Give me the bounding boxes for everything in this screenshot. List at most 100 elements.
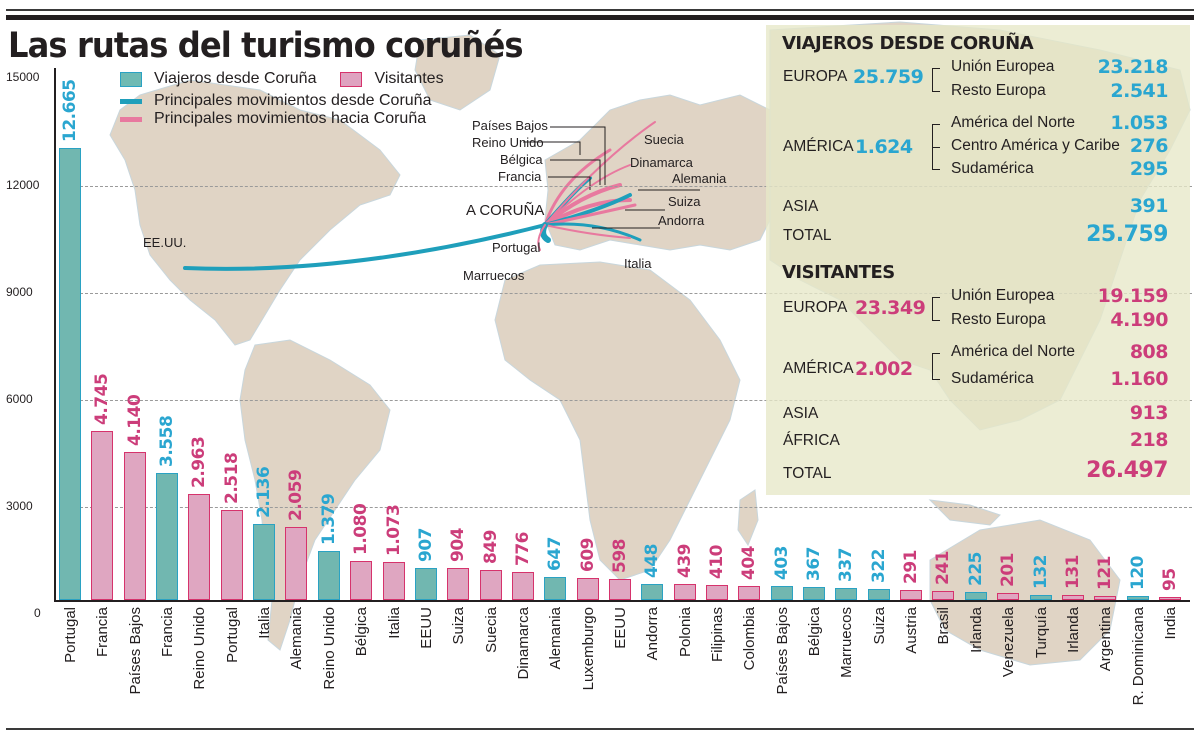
- x-category-label: Filipinas: [709, 607, 726, 663]
- bar-value-label: 410: [707, 545, 727, 580]
- bar-teal: [1029, 595, 1052, 600]
- visitantes-norte-label: América del Norte: [951, 343, 1076, 360]
- panel-viajeros-heading: VIAJEROS DESDE CORUÑA: [782, 33, 1034, 54]
- viajeros-asia-label: ASIA: [783, 198, 819, 215]
- map-label-paises-bajos: Países Bajos: [472, 118, 548, 133]
- bar-value-label: 849: [480, 529, 501, 564]
- legend-teal-line-icon: [120, 98, 142, 104]
- bar-value-label: 2.059: [286, 469, 307, 521]
- viajeros-resto-value: 2.541: [1110, 80, 1168, 102]
- map-label-italia: Italia: [624, 256, 652, 271]
- bar-teal: [770, 585, 793, 600]
- visitantes-asia-value: 913: [1129, 402, 1169, 424]
- legend-teal-swatch: [120, 71, 142, 87]
- bar-value-label: 2.518: [221, 452, 242, 505]
- bar-teal: [835, 587, 858, 600]
- bar-pink: [91, 430, 114, 600]
- map-label-belgica: Bélgica: [500, 152, 543, 167]
- map-label-reino-unido: Reino Unido: [472, 135, 544, 150]
- bar-value-label: 95: [1159, 567, 1180, 591]
- bar-value-label: 337: [836, 547, 857, 582]
- bar-pink: [608, 578, 631, 600]
- legend-pink-line-label: Principales movimientos hacia Coruña: [154, 110, 427, 127]
- bracket: [932, 353, 940, 380]
- bar-value-label: 907: [415, 527, 436, 562]
- viajeros-total-label: TOTAL: [783, 227, 832, 244]
- x-category-label: Irlanda: [967, 607, 985, 653]
- x-category-label: Alemania: [547, 607, 565, 670]
- x-category-label: Suiza: [870, 607, 888, 645]
- bar-value-label: 132: [1030, 555, 1051, 590]
- viajeros-resto-label: Resto Europa: [951, 82, 1046, 99]
- top-rule-thick: [6, 15, 1194, 20]
- map-label-francia: Francia: [498, 169, 542, 184]
- x-category-label: Alemania: [288, 607, 306, 670]
- x-category-label: Austria: [903, 607, 921, 654]
- visitantes-resto-label: Resto Europa: [951, 311, 1046, 328]
- viajeros-norte-value: 1.053: [1110, 112, 1168, 134]
- visitantes-ue-label: Unión Europea: [951, 287, 1055, 304]
- legend-teal-label: Viajeros desde Coruña: [154, 70, 317, 87]
- visitantes-america-label: AMÉRICA: [783, 360, 854, 377]
- y-tick-6000: 6000: [6, 392, 33, 406]
- visitantes-resto-value: 4.190: [1110, 309, 1168, 331]
- x-category-label: Polonia: [676, 607, 694, 658]
- bar-value-label: 647: [545, 536, 566, 571]
- visitantes-europa-value: 23.349: [855, 297, 926, 319]
- visitantes-europa-label: EUROPA: [783, 299, 848, 316]
- x-category-label: Italia: [256, 607, 274, 639]
- x-category-label: Turquía: [1032, 607, 1050, 659]
- x-category-label: Andorra: [644, 607, 662, 661]
- map-label-suecia: Suecia: [644, 132, 684, 147]
- x-category-label: Venezuela: [1000, 607, 1018, 678]
- bar-teal: [641, 584, 664, 600]
- bar-pink: [188, 494, 211, 600]
- x-category-label: Francia: [159, 607, 177, 658]
- bar-pink: [479, 569, 502, 600]
- bar-value-label: 609: [577, 538, 598, 573]
- map-label-andorra: Andorra: [658, 213, 705, 228]
- y-tick-15000: 15000: [6, 70, 40, 84]
- gridline-12000: [80, 186, 1192, 187]
- bracket: [932, 297, 940, 321]
- x-category-label: Irlanda: [1064, 607, 1082, 653]
- map-label-alemania: Alemania: [672, 171, 727, 186]
- map-label-portugal: Portugal: [492, 240, 541, 255]
- y-tick-3000: 3000: [6, 499, 33, 513]
- bar-pink: [285, 526, 308, 600]
- x-category-label: Dinamarca: [514, 607, 532, 680]
- bar-pink: [511, 572, 534, 600]
- x-category-label: Luxemburgo: [579, 607, 597, 691]
- y-tick-0: 0: [34, 606, 41, 620]
- bar-pink: [1158, 596, 1181, 600]
- map-label-marruecos: Marruecos: [463, 268, 525, 283]
- x-category-label: Marruecos: [838, 607, 856, 678]
- visitantes-norte-value: 808: [1129, 341, 1169, 363]
- bar-pink: [350, 561, 373, 600]
- top-rule-thin: [6, 9, 1194, 11]
- viajeros-europa-value: 25.759: [853, 66, 924, 88]
- legend: Viajeros desde Coruña Visitantes Princip…: [120, 68, 444, 130]
- visitantes-total-value: 26.497: [1086, 458, 1168, 483]
- bracket-mid: [932, 147, 940, 148]
- viajeros-asia-value: 391: [1129, 195, 1169, 217]
- viajeros-sud-label: Sudamérica: [951, 160, 1034, 177]
- x-category-label: Argentina: [1097, 607, 1115, 672]
- gridline-3000: [80, 507, 1192, 508]
- visitantes-africa-label: ÁFRICA: [783, 432, 840, 449]
- bar-teal: [59, 148, 81, 600]
- map-label-coruna: A CORUÑA: [466, 202, 545, 219]
- bar-value-label: 121: [1095, 555, 1116, 590]
- gridline-6000: [80, 400, 1192, 401]
- legend-pink-line-icon: [120, 116, 142, 122]
- x-category-label: Suecia: [482, 607, 500, 653]
- y-tick-12000: 12000: [6, 178, 40, 192]
- viajeros-america-label: AMÉRICA: [783, 138, 854, 155]
- x-category-label: Países Bajos: [126, 607, 144, 695]
- bar-value-label: 131: [1062, 555, 1083, 590]
- bar-teal: [414, 567, 437, 600]
- bar-value-label: 367: [804, 546, 825, 581]
- bar-pink: [900, 589, 923, 600]
- x-category-label: Brasil: [935, 607, 953, 645]
- x-category-label: Bélgica: [806, 607, 824, 657]
